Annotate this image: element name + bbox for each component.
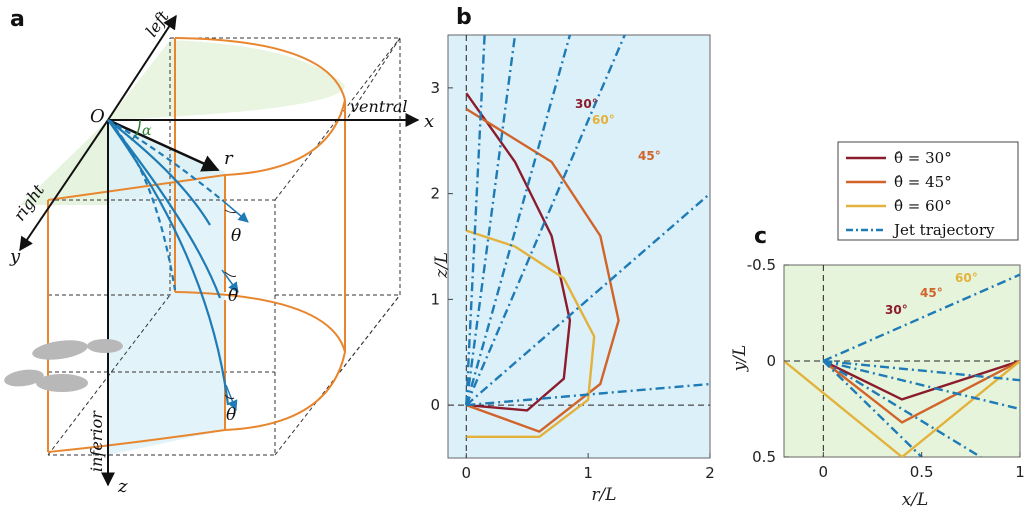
left-axis	[107, 14, 177, 121]
jet-trajectory-8	[465, 35, 486, 406]
jet-trajectory-3	[466, 382, 710, 407]
plot-c-axes: 0 0.5 1 -0.5 0 0.5	[747, 256, 1024, 481]
x-tick-label: 0	[819, 463, 829, 481]
theta-arc-3	[224, 394, 235, 400]
c-annot-30: 30°	[885, 303, 908, 317]
jet-curves	[107, 119, 230, 406]
b-annot-45: 45°	[638, 149, 661, 163]
x-tick-label: 1	[583, 464, 593, 482]
theta-arc-1	[224, 209, 237, 214]
b-xlabel: r/L	[591, 485, 616, 505]
panel-b-label: b	[456, 5, 472, 30]
alpha-label: α	[142, 123, 152, 139]
legend-label-60: θ̂ = 60°	[894, 197, 952, 215]
reference-box	[47, 37, 401, 456]
c-annot-45: 45°	[920, 286, 943, 300]
x-tick-label: 0	[462, 464, 472, 482]
legend-label-45: θ̂ = 45°	[894, 173, 952, 191]
x-tick-label: 0.5	[910, 463, 934, 481]
theta-label-3: θ	[226, 405, 236, 425]
inferior-label: inferior	[87, 410, 106, 472]
legend: θ̂ = 30° θ̂ = 45° θ̂ = 60° Jet trajector…	[837, 141, 1019, 241]
legend-label-jet: Jet trajectory	[892, 221, 995, 239]
y-tick-label: 0	[430, 396, 440, 414]
series-2	[784, 360, 1020, 457]
origin-label: O	[90, 106, 105, 127]
x-tick-label: 2	[705, 464, 715, 482]
panel-c-label: c	[754, 224, 767, 249]
left-label: left	[142, 7, 173, 40]
jet-trajectory-4	[823, 359, 1020, 382]
jet-arrow-2	[221, 269, 239, 293]
series-0	[465, 92, 572, 412]
x-tick-label: 1	[1015, 463, 1024, 481]
b-annot-60: 60°	[592, 113, 615, 127]
theta-arc-2	[224, 271, 237, 277]
series-2	[465, 229, 596, 438]
plot-b-area	[447, 34, 711, 459]
b-annot-30: 30°	[575, 97, 598, 111]
theta-label-1: θ	[231, 226, 241, 246]
z-label: z	[117, 476, 128, 497]
plot-b-axes: 0 1 2 0 1 2 3	[430, 79, 714, 482]
y-tick-label: 0.5	[752, 448, 776, 466]
c-ylabel: y/L	[730, 345, 750, 373]
c-annot-60: 60°	[955, 271, 978, 285]
footprints-icon	[4, 339, 123, 392]
y-tick-label: 2	[430, 185, 440, 203]
jet-trajectory-4	[465, 192, 710, 407]
jet-trajectory-7	[465, 35, 517, 406]
panel-a-label: a	[10, 7, 25, 32]
green-top-plane	[108, 40, 345, 120]
panel-c: c 0 0.5 1 -0.5 0 0.5 y/L x/L 30° 45° 60°	[730, 224, 1024, 510]
y-tick-label: 1	[430, 290, 440, 308]
y-axis	[19, 119, 109, 252]
theta-label-2: θ	[228, 286, 238, 306]
y-tick-label: -0.5	[747, 256, 776, 274]
plot-c-marks	[784, 265, 1020, 457]
jet-trajectory-6	[465, 35, 572, 406]
jet-trajectory-3	[822, 273, 1020, 363]
x-label: x	[424, 111, 434, 132]
legend-box	[837, 141, 1019, 241]
r-vector	[107, 118, 220, 172]
jet-trajectory-6	[822, 359, 982, 457]
ventral-label: ventral	[350, 97, 408, 116]
y-tick-label: 0	[766, 352, 776, 370]
series-0	[822, 359, 1020, 401]
panel-a: a	[4, 7, 434, 497]
panel-b: b 0 1 2 0 1 2 3 z/L r/L 30° 45° 60°	[430, 5, 714, 505]
b-ylabel: z/L	[432, 252, 452, 279]
plot-b-marks	[448, 35, 710, 458]
r-label: r	[224, 148, 234, 169]
series-1	[465, 107, 620, 433]
y-label: y	[9, 246, 21, 267]
jet-arrow-1	[221, 199, 249, 223]
jet-trajectory-7	[822, 360, 923, 457]
c-xlabel: x/L	[902, 490, 929, 510]
series-1	[822, 359, 1020, 424]
legend-label-30: θ̂ = 30°	[894, 149, 952, 167]
y-tick-label: 3	[430, 79, 440, 97]
jet-trajectory-5	[823, 359, 1020, 411]
jet-arrow-3	[225, 384, 238, 411]
